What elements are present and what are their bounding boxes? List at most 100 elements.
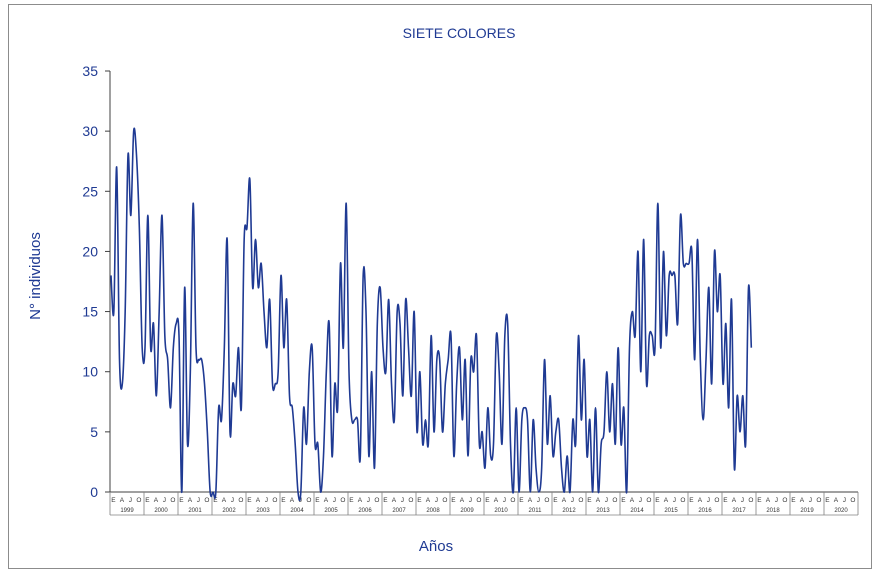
month-tick-label: O [408, 497, 413, 504]
month-tick-label: E [213, 497, 218, 504]
month-tick-label: E [689, 497, 694, 504]
month-tick-label: A [392, 497, 397, 504]
month-tick-label: E [349, 497, 354, 504]
month-tick-label: A [630, 497, 635, 504]
y-tick-label: 5 [90, 424, 98, 440]
month-tick-label: J [639, 497, 642, 504]
year-tick-label: 2007 [392, 508, 406, 514]
year-tick-label: 2020 [834, 508, 848, 514]
month-tick-label: O [714, 497, 719, 504]
axes [105, 70, 859, 516]
year-tick-label: 2009 [460, 508, 474, 514]
month-tick-label: A [562, 497, 567, 504]
month-tick-label: O [578, 497, 583, 504]
month-tick-label: E [723, 497, 728, 504]
month-tick-label: E [485, 497, 490, 504]
month-tick-label: J [163, 497, 166, 504]
month-tick-label: J [843, 497, 846, 504]
month-tick-label: J [741, 497, 744, 504]
month-tick-label: E [553, 497, 558, 504]
month-tick-label: E [281, 497, 286, 504]
y-tick-label: 0 [90, 484, 98, 500]
year-tick-label: 2015 [664, 508, 678, 514]
month-tick-label: A [120, 497, 125, 504]
month-tick-label: J [673, 497, 676, 504]
month-tick-label: O [544, 497, 549, 504]
y-tick-label: 20 [82, 243, 98, 259]
year-tick-label: 2005 [324, 508, 338, 514]
y-axis-title: N° individuos [27, 232, 44, 320]
month-tick-label: O [510, 497, 515, 504]
x-axis-title: Años [419, 538, 453, 555]
series-line [110, 127, 753, 502]
month-tick-label: O [646, 497, 651, 504]
month-tick-label: A [528, 497, 533, 504]
month-tick-label: J [571, 497, 574, 504]
year-tick-label: 2013 [596, 508, 610, 514]
year-tick-label: 2012 [562, 508, 576, 514]
month-tick-label: A [664, 497, 669, 504]
year-tick-label: 2002 [222, 508, 236, 514]
month-tick-label: A [732, 497, 737, 504]
month-tick-label: E [791, 497, 796, 504]
month-tick-label: J [503, 497, 506, 504]
month-tick-label: J [265, 497, 268, 504]
chart-title: SIETE COLORES [403, 25, 516, 41]
month-tick-label: A [494, 497, 499, 504]
year-tick-label: 2016 [698, 508, 712, 514]
month-tick-label: O [306, 497, 311, 504]
month-tick-label: A [154, 497, 159, 504]
month-tick-label: J [537, 497, 540, 504]
month-tick-label: J [401, 497, 404, 504]
month-tick-label: O [850, 497, 855, 504]
month-tick-label: O [170, 497, 175, 504]
month-tick-label: O [476, 497, 481, 504]
month-tick-label: E [655, 497, 660, 504]
month-tick-label: A [222, 497, 227, 504]
year-tick-label: 2004 [290, 508, 304, 514]
month-tick-label: O [748, 497, 753, 504]
month-tick-label: J [129, 497, 132, 504]
month-tick-label: O [238, 497, 243, 504]
month-tick-label: A [460, 497, 465, 504]
month-tick-label: J [333, 497, 336, 504]
month-tick-label: O [340, 497, 345, 504]
month-tick-label: E [519, 497, 524, 504]
year-tick-label: 2014 [630, 508, 644, 514]
month-tick-label: E [417, 497, 422, 504]
month-tick-label: A [188, 497, 193, 504]
y-tick-label: 15 [82, 304, 98, 320]
month-tick-label: O [612, 497, 617, 504]
year-tick-label: 2003 [256, 508, 270, 514]
month-tick-label: O [204, 497, 209, 504]
y-tick-labels: 0 5 10 15 20 25 30 35 [82, 63, 98, 500]
month-tick-label: A [800, 497, 805, 504]
month-tick-label: J [469, 497, 472, 504]
month-tick-label: J [775, 497, 778, 504]
year-tick-label: 2008 [426, 508, 440, 514]
month-tick-label: O [816, 497, 821, 504]
month-tick-label: E [315, 497, 320, 504]
month-tick-label: E [179, 497, 184, 504]
month-tick-label: E [111, 497, 116, 504]
series [110, 127, 753, 502]
month-tick-label: A [596, 497, 601, 504]
month-tick-label: O [782, 497, 787, 504]
month-tick-label: A [290, 497, 295, 504]
year-tick-label: 2006 [358, 508, 372, 514]
month-tick-label: E [825, 497, 830, 504]
month-tick-label: A [766, 497, 771, 504]
year-tick-label: 2000 [154, 508, 168, 514]
month-tick-label: A [256, 497, 261, 504]
month-tick-label: J [809, 497, 812, 504]
month-tick-label: A [698, 497, 703, 504]
month-tick-label: J [435, 497, 438, 504]
year-tick-label: 2001 [188, 508, 202, 514]
month-tick-label: A [358, 497, 363, 504]
month-tick-label: J [707, 497, 710, 504]
month-tick-label: E [757, 497, 762, 504]
month-tick-label: E [621, 497, 626, 504]
month-tick-label: E [451, 497, 456, 504]
month-tick-label: A [324, 497, 329, 504]
